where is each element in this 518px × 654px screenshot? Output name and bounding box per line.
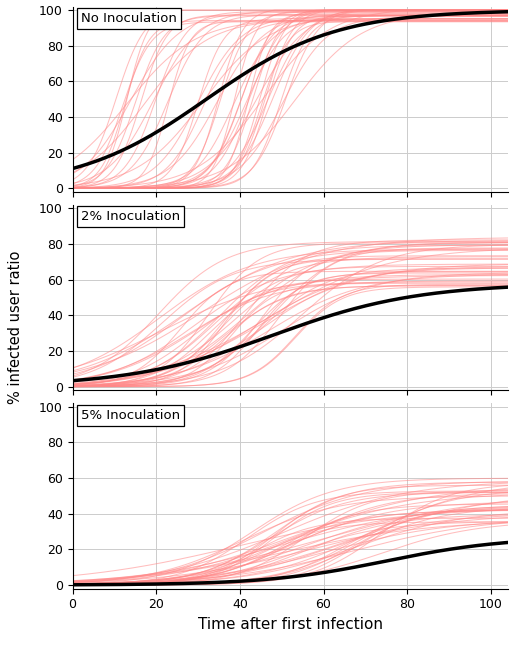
Text: % infected user ratio: % infected user ratio	[8, 250, 23, 404]
Text: 2% Inoculation: 2% Inoculation	[81, 211, 180, 224]
X-axis label: Time after first infection: Time after first infection	[197, 617, 383, 632]
Text: No Inoculation: No Inoculation	[81, 12, 177, 25]
Text: 5% Inoculation: 5% Inoculation	[81, 409, 180, 422]
